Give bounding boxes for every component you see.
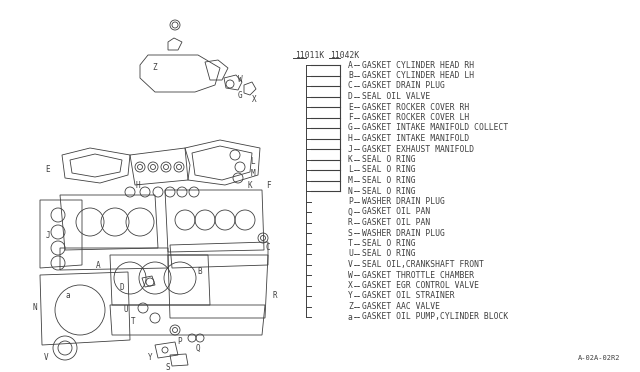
Text: WASHER DRAIN PLUG: WASHER DRAIN PLUG: [362, 197, 445, 206]
Text: F: F: [348, 113, 353, 122]
Text: R: R: [273, 291, 277, 299]
Text: K: K: [348, 155, 353, 164]
Text: L: L: [348, 166, 353, 174]
Text: P: P: [348, 197, 353, 206]
Text: V: V: [44, 353, 48, 362]
Text: R: R: [348, 218, 353, 227]
Text: GASKET OIL STRAINER: GASKET OIL STRAINER: [362, 292, 454, 301]
Text: J: J: [348, 144, 353, 154]
Text: GASKET EGR CONTROL VALVE: GASKET EGR CONTROL VALVE: [362, 281, 479, 290]
Text: a: a: [348, 312, 353, 321]
Text: 11042K: 11042K: [330, 51, 359, 60]
Text: X: X: [252, 96, 256, 105]
Text: Q: Q: [348, 208, 353, 217]
Text: GASKET AAC VALVE: GASKET AAC VALVE: [362, 302, 440, 311]
Text: M: M: [251, 170, 255, 179]
Text: A: A: [96, 260, 100, 269]
Text: P: P: [178, 337, 182, 346]
Text: E: E: [45, 166, 51, 174]
Text: F: F: [266, 180, 270, 189]
Text: D: D: [348, 92, 353, 101]
Text: C: C: [266, 244, 270, 253]
Text: A: A: [348, 61, 353, 70]
Text: Q: Q: [196, 343, 200, 353]
Text: T: T: [131, 317, 135, 327]
Text: SEAL O RING: SEAL O RING: [362, 155, 415, 164]
Text: W: W: [348, 270, 353, 279]
Text: K: K: [248, 180, 252, 189]
Text: G: G: [348, 124, 353, 132]
Text: W: W: [237, 76, 243, 84]
Text: C: C: [348, 81, 353, 90]
Text: GASKET INTAKE MANIFOLD: GASKET INTAKE MANIFOLD: [362, 134, 469, 143]
Text: H: H: [348, 134, 353, 143]
Text: SEAL O RING: SEAL O RING: [362, 166, 415, 174]
Text: S: S: [166, 363, 170, 372]
Text: V: V: [348, 260, 353, 269]
Text: GASKET OIL PUMP,CYLINDER BLOCK: GASKET OIL PUMP,CYLINDER BLOCK: [362, 312, 508, 321]
Text: a: a: [66, 291, 70, 299]
Text: GASKET OIL PAN: GASKET OIL PAN: [362, 218, 430, 227]
Text: U: U: [124, 305, 128, 314]
Text: GASKET ROCKER COVER RH: GASKET ROCKER COVER RH: [362, 103, 469, 112]
Text: T: T: [348, 239, 353, 248]
Text: Z: Z: [348, 302, 353, 311]
Text: G: G: [237, 90, 243, 99]
Text: WASHER DRAIN PLUG: WASHER DRAIN PLUG: [362, 228, 445, 237]
Text: GASKET DRAIN PLUG: GASKET DRAIN PLUG: [362, 81, 445, 90]
Text: E: E: [348, 103, 353, 112]
Text: A-02A-02R2: A-02A-02R2: [577, 355, 620, 361]
Text: GASKET INTAKE MANIFOLD COLLECT: GASKET INTAKE MANIFOLD COLLECT: [362, 124, 508, 132]
Text: SEAL O RING: SEAL O RING: [362, 239, 415, 248]
Text: SEAL O RING: SEAL O RING: [362, 186, 415, 196]
Text: D: D: [120, 283, 124, 292]
Text: S: S: [348, 228, 353, 237]
Text: J: J: [45, 231, 51, 240]
Text: Z: Z: [153, 64, 157, 73]
Text: B: B: [198, 267, 202, 276]
Text: GASKET OIL PAN: GASKET OIL PAN: [362, 208, 430, 217]
Text: H: H: [136, 180, 140, 189]
Text: N: N: [348, 186, 353, 196]
Text: GASKET CYLINDER HEAD RH: GASKET CYLINDER HEAD RH: [362, 61, 474, 70]
Text: X: X: [348, 281, 353, 290]
Text: M: M: [348, 176, 353, 185]
Text: GASKET ROCKER COVER LH: GASKET ROCKER COVER LH: [362, 113, 469, 122]
Text: U: U: [348, 250, 353, 259]
Text: B: B: [348, 71, 353, 80]
Text: Y: Y: [348, 292, 353, 301]
Text: SEAL OIL,CRANKSHAFT FRONT: SEAL OIL,CRANKSHAFT FRONT: [362, 260, 484, 269]
Text: Y: Y: [148, 353, 152, 362]
Text: SEAL O RING: SEAL O RING: [362, 176, 415, 185]
Text: L: L: [251, 157, 255, 167]
Text: N: N: [33, 304, 37, 312]
Text: GASKET CYLINDER HEAD LH: GASKET CYLINDER HEAD LH: [362, 71, 474, 80]
Text: SEAL O RING: SEAL O RING: [362, 250, 415, 259]
Text: SEAL OIL VALVE: SEAL OIL VALVE: [362, 92, 430, 101]
Text: GASKET THROTTLE CHAMBER: GASKET THROTTLE CHAMBER: [362, 270, 474, 279]
Text: 11011K: 11011K: [295, 51, 324, 60]
Text: GASKET EXHAUST MANIFOLD: GASKET EXHAUST MANIFOLD: [362, 144, 474, 154]
